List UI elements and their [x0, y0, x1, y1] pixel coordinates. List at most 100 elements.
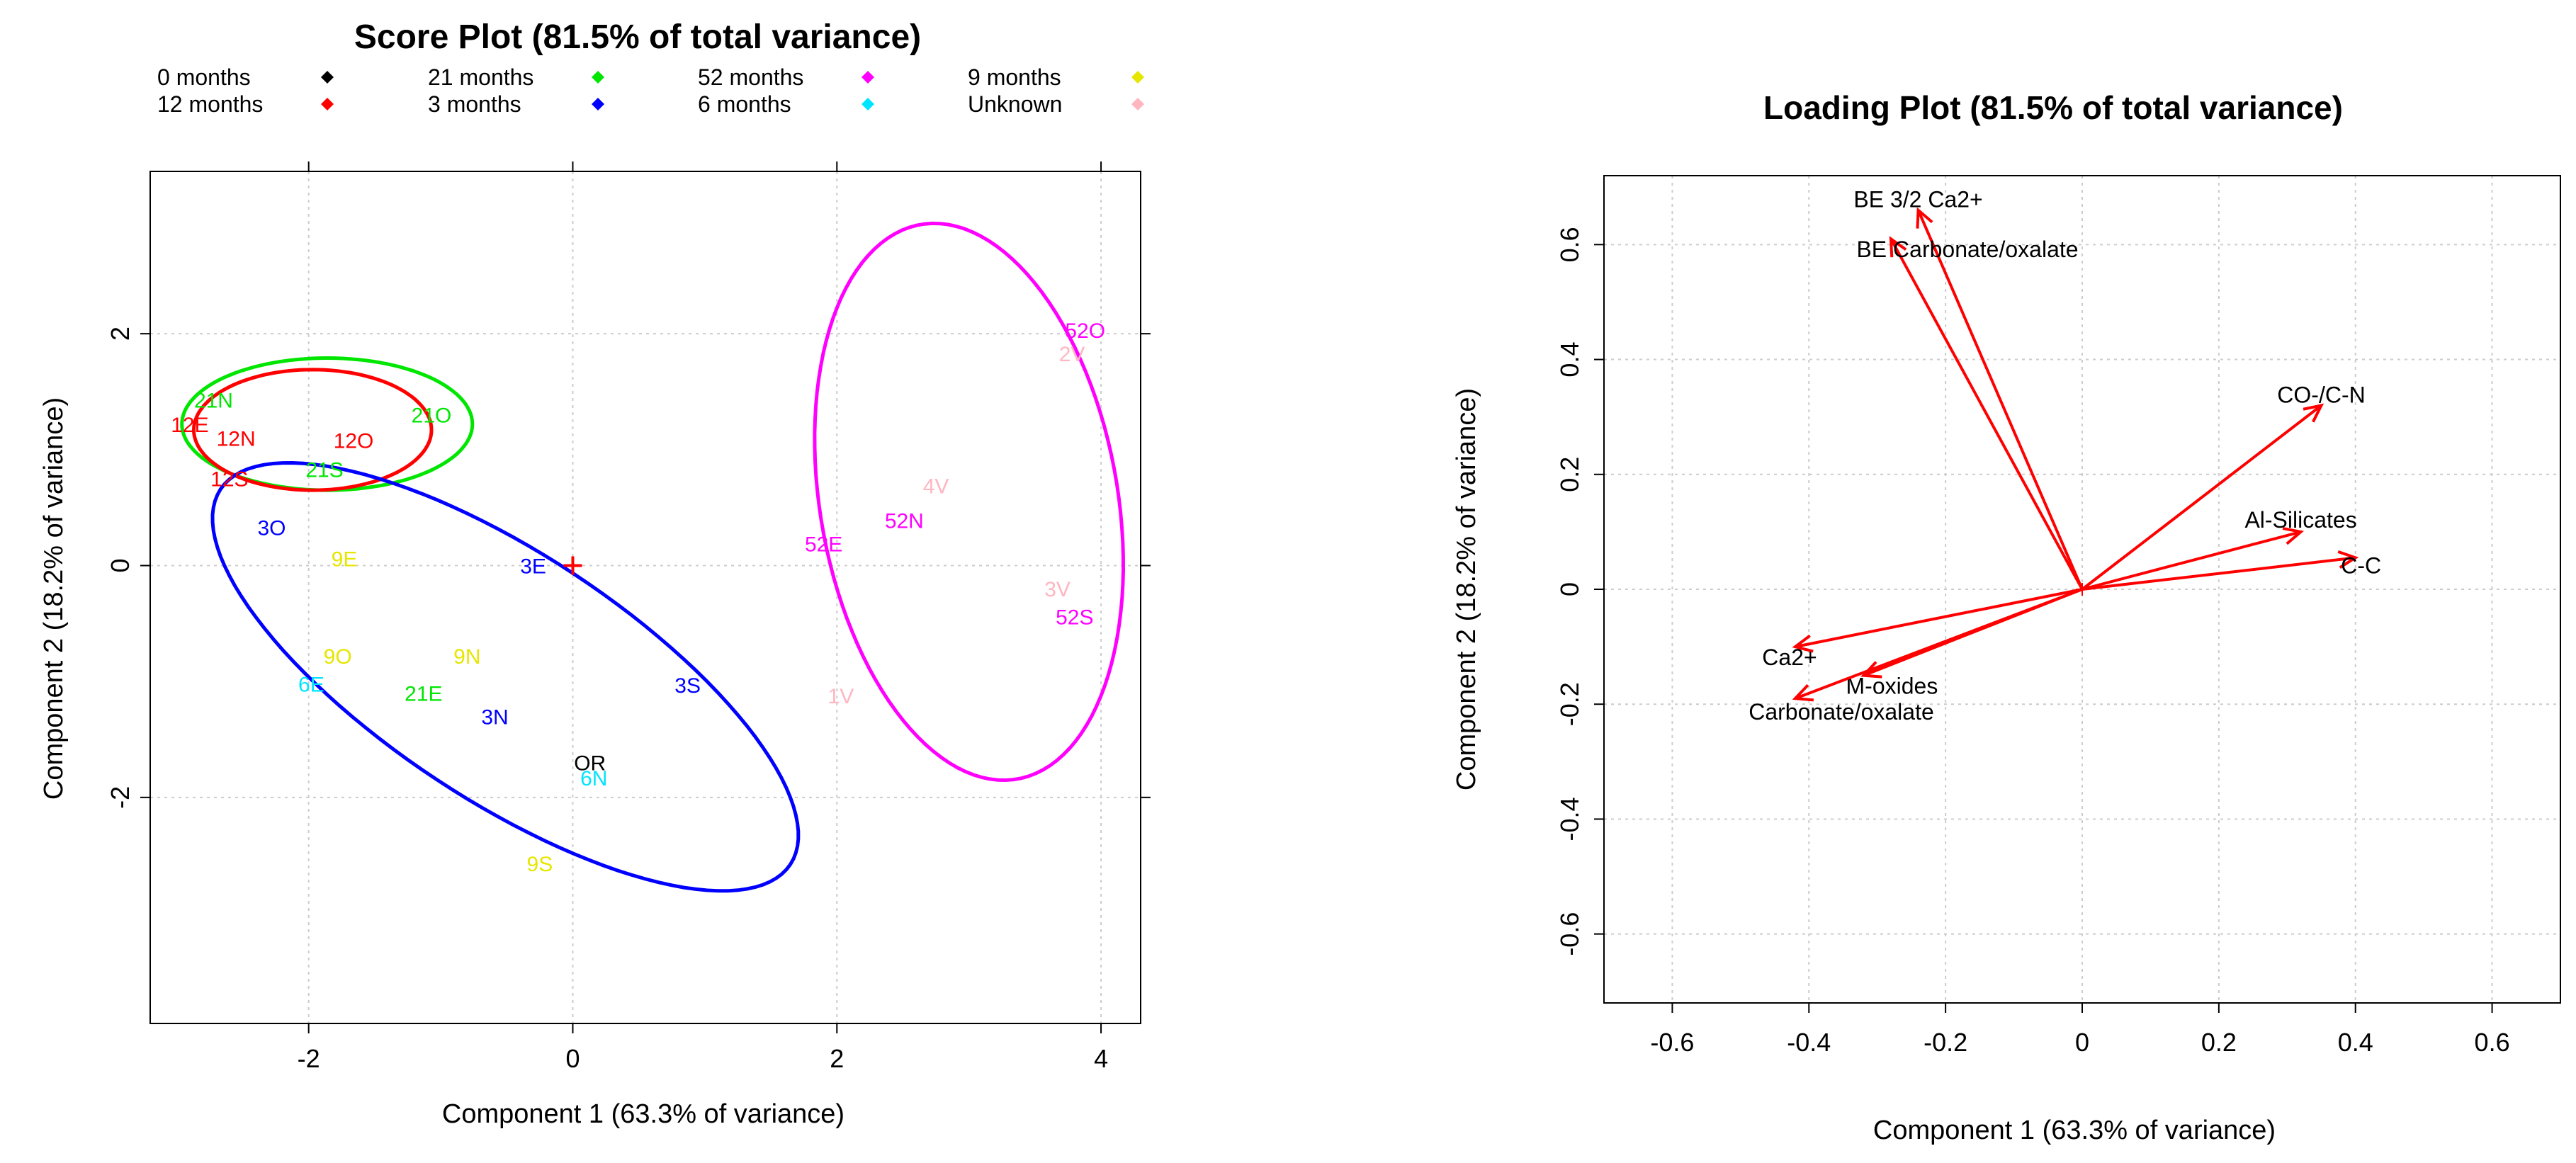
point-6e: 6E — [298, 673, 324, 696]
loading-y-tick-label-0: 0.6 — [1555, 227, 1584, 262]
point-21e: 21E — [405, 683, 442, 706]
score-grid — [150, 171, 1141, 1023]
point-9n: 9N — [453, 645, 480, 669]
loading-plot-title: Loading Plot (81.5% of total variance) — [1763, 89, 2343, 126]
loading-label-co-c-n: CO-/C-N — [2277, 382, 2365, 407]
point-21s: 21S — [305, 459, 343, 482]
loading-arrowhead-al-silicates — [2282, 526, 2305, 545]
point-12e: 12E — [171, 414, 208, 437]
score-x-tick-label-3: 4 — [1094, 1044, 1108, 1073]
legend-marker-6-months — [862, 98, 874, 110]
legend-marker-unknown — [1131, 98, 1144, 110]
loading-x-tick-label-3: 0 — [2075, 1028, 2089, 1057]
legend-label-6-months: 6 months — [698, 91, 791, 117]
loading-label-carbonate-oxalate: Carbonate/oxalate — [1749, 699, 1934, 725]
point-3e: 3E — [520, 555, 546, 578]
loading-label-be-3-2-ca2: BE 3/2 Ca2+ — [1853, 187, 1982, 212]
score-plot: Score Plot (81.5% of total variance) 0 m… — [39, 18, 1151, 1129]
loading-ticks: -0.6 -0.4 -0.2 0 0.2 0.4 0.6 0.6 0.4 0.2 0 -0.2 -0.4… — [1555, 227, 2510, 1057]
point-9e: 9E — [332, 548, 358, 572]
legend-label-0-months: 0 months — [157, 64, 251, 90]
loading-arrow-ca2 — [1795, 588, 2083, 649]
loading-label-m-oxides: M-oxides — [1846, 674, 1938, 699]
loading-arrow-c-c — [2081, 556, 2356, 591]
legend-marker-12-months — [321, 98, 334, 110]
legend-marker-3-months — [592, 98, 604, 110]
loading-y-tick-label-3: 0 — [1555, 582, 1584, 596]
loading-arrowhead-m-oxides — [1860, 661, 1882, 679]
loading-arrowhead-be-carbonate-oxalate — [1889, 236, 1907, 258]
loading-arrow-be-3-2-ca2 — [1916, 209, 2084, 590]
loading-y-tick-label-5: -0.4 — [1555, 797, 1584, 841]
loading-arrow-carbonate-oxalate — [1795, 588, 2083, 700]
point-9s: 9S — [527, 853, 553, 876]
point-4v: 4V — [923, 475, 949, 499]
loading-y-tick-label-2: 0.2 — [1555, 457, 1584, 492]
loading-label-al-silicates: Al-Silicates — [2244, 507, 2356, 533]
loading-arrowhead-be-3-2-ca2 — [1916, 207, 1933, 229]
ellipse-12-months — [191, 368, 434, 492]
legend-marker-52-months — [862, 71, 874, 84]
loading-arrowhead-ca2 — [1792, 634, 1814, 653]
score-x-tick-label-0: -2 — [298, 1044, 320, 1073]
loading-label-c-c: C-C — [2341, 552, 2381, 578]
legend-marker-21-months — [592, 71, 604, 84]
point-or: OR — [574, 752, 606, 776]
point-3n: 3N — [481, 705, 508, 729]
loading-x-tick-label-4: 0.2 — [2201, 1028, 2237, 1057]
score-x-axis-label: Component 1 (63.3% of variance) — [442, 1099, 844, 1129]
loading-y-axis-label: Component 2 (18.2% of variance) — [1452, 388, 1481, 790]
loading-arrowhead-co-c-n — [2303, 403, 2324, 423]
point-12s: 12S — [210, 468, 248, 492]
loading-x-tick-label-6: 0.6 — [2475, 1028, 2510, 1057]
point-52e: 52E — [805, 533, 842, 556]
loading-arrow-be-carbonate-oxalate — [1889, 238, 2084, 590]
score-x-tick-label-2: 2 — [830, 1044, 844, 1073]
point-9o: 9O — [324, 645, 352, 669]
point-21n: 21N — [194, 389, 233, 412]
loading-arrowhead-c-c — [2337, 550, 2359, 569]
point-52o: 52O — [1065, 319, 1105, 343]
loading-arrow-co-c-n — [2081, 404, 2322, 591]
score-ticks: -2 0 2 4 -2 0 2 — [106, 161, 1151, 1073]
loading-arrowhead-carbonate-oxalate — [1792, 683, 1814, 702]
loading-x-tick-label-2: -0.2 — [1923, 1028, 1967, 1057]
point-3o: 3O — [257, 516, 286, 540]
score-y-tick-label-1: 0 — [106, 558, 135, 572]
loading-y-tick-label-6: -0.6 — [1555, 912, 1584, 956]
point-6n: 6N — [580, 767, 607, 790]
point-12o: 12O — [334, 430, 374, 453]
point-3v: 3V — [1044, 578, 1070, 601]
score-plot-frame — [149, 171, 1141, 1024]
score-y-axis-label: Component 2 (18.2% of variance) — [39, 397, 69, 800]
score-y-tick-label-2: 2 — [106, 327, 135, 341]
loading-label-be-carbonate-oxalate: BE Carbonate/oxalate — [1856, 237, 2078, 262]
loading-x-tick-label-1: -0.4 — [1787, 1028, 1831, 1057]
legend-label-12-months: 12 months — [157, 91, 263, 117]
legend-marker-9-months — [1131, 71, 1144, 84]
loading-plot: Loading Plot (81.5% of total variance) B… — [1452, 89, 2561, 1145]
point-52n: 52N — [885, 510, 924, 533]
point-21o: 21O — [412, 404, 452, 428]
legend-label-52-months: 52 months — [698, 64, 803, 90]
legend-marker-0-months — [321, 71, 334, 84]
loading-y-tick-label-1: 0.4 — [1555, 342, 1584, 378]
loading-arrows: BE 3/2 Ca2+ BE Carbonate/oxalate CO-/C-N Al… — [1749, 187, 2381, 725]
point-3s: 3S — [674, 674, 701, 698]
point-12n: 12N — [217, 427, 256, 450]
loading-arrow-al-silicates — [2081, 530, 2302, 591]
point-2v: 2V — [1059, 343, 1085, 366]
ellipse-52-months — [813, 221, 1126, 783]
loading-x-tick-label-0: -0.6 — [1650, 1028, 1694, 1057]
score-ellipses — [180, 221, 1126, 893]
loading-grid — [1604, 176, 2560, 1003]
point-52s: 52S — [1056, 606, 1093, 630]
score-plot-title: Score Plot (81.5% of total variance) — [354, 18, 921, 56]
score-y-tick-label-0: -2 — [106, 786, 135, 809]
ellipse-21-months — [180, 356, 475, 492]
legend-label-21-months: 21 months — [428, 64, 533, 90]
score-x-tick-label-1: 0 — [565, 1044, 580, 1073]
loading-label-ca2: Ca2+ — [1762, 645, 1817, 670]
